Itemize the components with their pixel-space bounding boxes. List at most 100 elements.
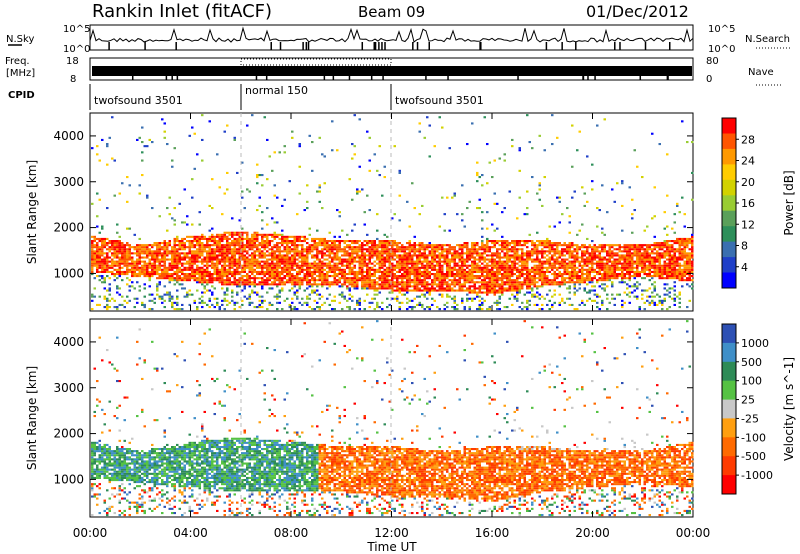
power-cell — [241, 268, 244, 271]
power-cell — [246, 124, 249, 127]
power-cell — [521, 260, 524, 263]
power-cell — [393, 244, 396, 247]
power-cell — [473, 266, 476, 269]
power-cell — [431, 252, 434, 255]
power-cell — [618, 281, 621, 284]
power-cell — [513, 246, 516, 249]
power-cell — [306, 287, 309, 290]
power-cell — [338, 260, 341, 263]
power-cell — [373, 268, 376, 271]
power-cell — [231, 281, 234, 284]
power-cell — [608, 275, 611, 278]
power-cell — [473, 246, 476, 249]
power-cell — [421, 270, 424, 273]
power-cell — [518, 285, 521, 288]
power-cell — [476, 248, 479, 251]
power-cell — [91, 295, 94, 298]
power-cell — [416, 303, 419, 306]
power-cell — [553, 281, 556, 284]
power-cell — [521, 308, 524, 311]
power-cell — [603, 268, 606, 271]
power-cell — [606, 268, 609, 271]
power-cell — [181, 270, 184, 273]
power-cell — [496, 289, 499, 292]
power-cell — [228, 268, 231, 271]
power-cell — [411, 299, 414, 302]
power-cell — [353, 248, 356, 251]
power-cell — [371, 268, 374, 271]
power-cell — [118, 270, 121, 273]
power-cell — [386, 273, 389, 276]
power-cell — [116, 248, 119, 251]
power-cell — [523, 268, 526, 271]
power-cell — [486, 264, 489, 267]
power-cell — [463, 279, 466, 282]
power-cell — [346, 306, 349, 309]
power-cell — [278, 264, 281, 267]
power-cell — [336, 252, 339, 255]
power-cell — [173, 147, 176, 150]
power-cell — [98, 237, 101, 240]
power-cell — [113, 244, 116, 247]
power-cell — [606, 266, 609, 269]
power-cell — [431, 254, 434, 257]
power-cell — [356, 270, 359, 273]
power-cell — [138, 237, 141, 240]
power-cell — [581, 277, 584, 280]
power-cell — [533, 270, 536, 273]
power-cell — [583, 258, 586, 261]
power-cell — [273, 237, 276, 240]
power-cell — [441, 283, 444, 286]
power-cell — [396, 244, 399, 247]
power-cell — [163, 258, 166, 261]
power-cell — [401, 277, 404, 280]
power-cell — [366, 244, 369, 247]
power-cell — [603, 270, 606, 273]
power-cell — [333, 244, 336, 247]
power-cell — [476, 252, 479, 255]
power-cell — [466, 264, 469, 267]
power-cell — [373, 275, 376, 278]
power-cell — [261, 299, 264, 302]
power-cell — [301, 262, 304, 265]
power-cell — [606, 275, 609, 278]
power-cell — [178, 258, 181, 261]
power-cell — [436, 283, 439, 286]
power-cell — [168, 277, 171, 280]
power-cell — [171, 260, 174, 263]
power-cell — [368, 285, 371, 288]
power-cell — [573, 256, 576, 259]
power-cell — [138, 289, 141, 292]
power-cell — [221, 273, 224, 276]
power-cell — [498, 240, 501, 243]
power-cell — [376, 277, 379, 280]
power-cell — [118, 260, 121, 263]
power-cell — [528, 252, 531, 255]
power-cell — [181, 264, 184, 267]
power-cell — [231, 264, 234, 267]
power-cell — [193, 275, 196, 278]
power-cell — [93, 262, 96, 265]
power-cell — [196, 242, 199, 245]
power-cell — [451, 279, 454, 282]
power-cell — [328, 250, 331, 253]
power-cell — [203, 256, 206, 259]
power-cell — [366, 287, 369, 290]
power-cell — [488, 268, 491, 271]
power-cell — [481, 254, 484, 257]
power-cell — [238, 285, 241, 288]
power-cell — [416, 277, 419, 280]
power-cell — [451, 254, 454, 257]
power-cell — [153, 273, 156, 276]
power-cell — [151, 266, 154, 269]
power-cell — [528, 240, 531, 243]
power-cell — [396, 256, 399, 259]
power-cell — [518, 277, 521, 280]
power-cell — [106, 252, 109, 255]
noise-tick-bottom-right: 10^0 — [708, 44, 735, 55]
power-cell — [273, 235, 276, 238]
power-cell — [218, 235, 221, 238]
power-cell — [108, 246, 111, 249]
power-cell — [526, 254, 529, 257]
power-cell — [171, 303, 174, 306]
